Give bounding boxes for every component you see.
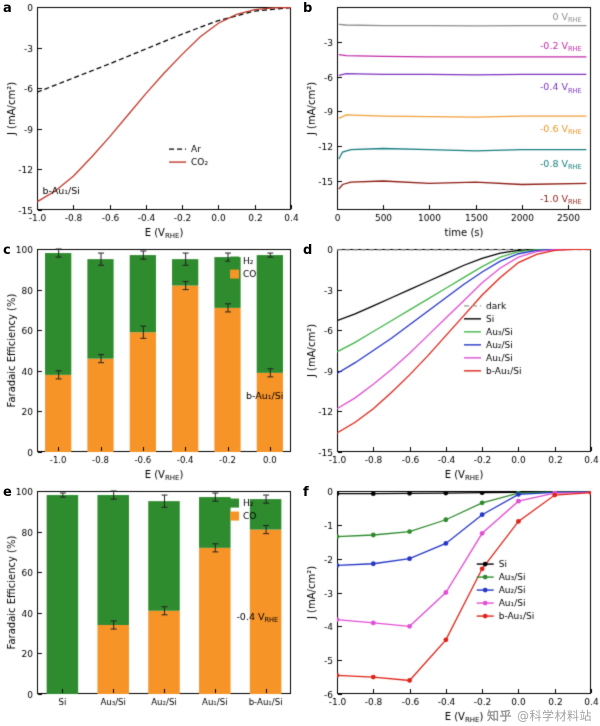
panel-letter-a: a [3, 1, 12, 16]
panel-letter-d: d [303, 243, 313, 258]
panel-letter-c: c [3, 243, 11, 258]
zhihu-logo: 知乎 [486, 709, 512, 723]
watermark: 知乎 @科学材料站 [487, 707, 592, 724]
panel-e: e [0, 484, 300, 726]
panel-c: c [0, 242, 300, 484]
watermark-handle: @科学材料站 [516, 709, 592, 723]
panel-b-chart-canvas [300, 0, 600, 242]
panel-f: f [300, 484, 600, 726]
panel-b: b [300, 0, 600, 242]
panel-d: d [300, 242, 600, 484]
panel-e-chart-canvas [0, 484, 300, 726]
panel-d-chart-canvas [300, 242, 600, 484]
panel-f-chart-canvas [300, 484, 600, 726]
panel-letter-f: f [303, 485, 309, 500]
panel-a: a [0, 0, 300, 242]
panel-c-chart-canvas [0, 242, 300, 484]
panel-letter-e: e [3, 485, 12, 500]
panel-letter-b: b [303, 1, 313, 16]
panel-a-chart-canvas [0, 0, 300, 242]
